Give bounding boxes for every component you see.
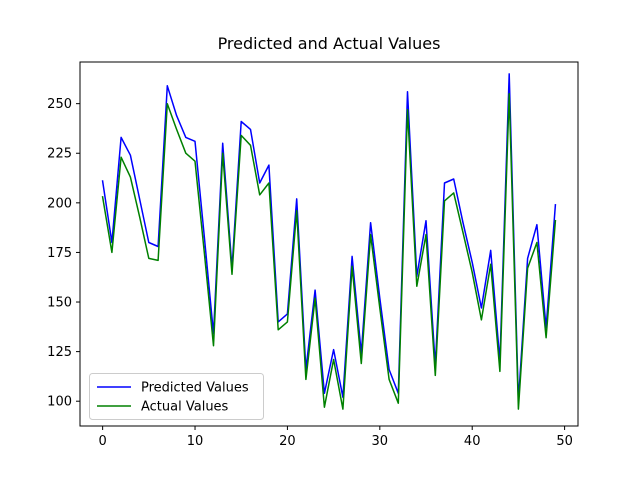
y-tick-label: 150	[47, 296, 72, 311]
y-tick-label: 225	[47, 147, 72, 162]
x-tick-label: 20	[279, 434, 296, 449]
legend: Predicted Values Actual Values	[89, 373, 264, 420]
legend-box	[89, 373, 264, 420]
series-line-actual-values	[101, 92, 557, 410]
y-tick-label: 200	[47, 196, 72, 211]
y-tick-label: 175	[47, 246, 72, 261]
legend-label-predicted: Predicted Values	[141, 381, 249, 396]
y-tick-label: 125	[47, 345, 72, 360]
plot-area: 0 10 20 30 40 50 100 125 150 175 200 225 250	[47, 61, 579, 449]
axes-frame	[79, 61, 579, 427]
x-tick-label: 30	[372, 434, 389, 449]
x-tick-label: 0	[98, 434, 106, 449]
series-line-predicted-values	[101, 73, 557, 402]
x-tick-label: 40	[464, 434, 481, 449]
x-tick-label: 50	[556, 434, 573, 449]
legend-label-actual: Actual Values	[141, 400, 229, 415]
y-tick-label: 250	[47, 97, 72, 112]
y-tick-label: 100	[47, 395, 72, 410]
chart-title: Predicted and Actual Values	[218, 34, 441, 53]
x-tick-label: 10	[187, 434, 204, 449]
